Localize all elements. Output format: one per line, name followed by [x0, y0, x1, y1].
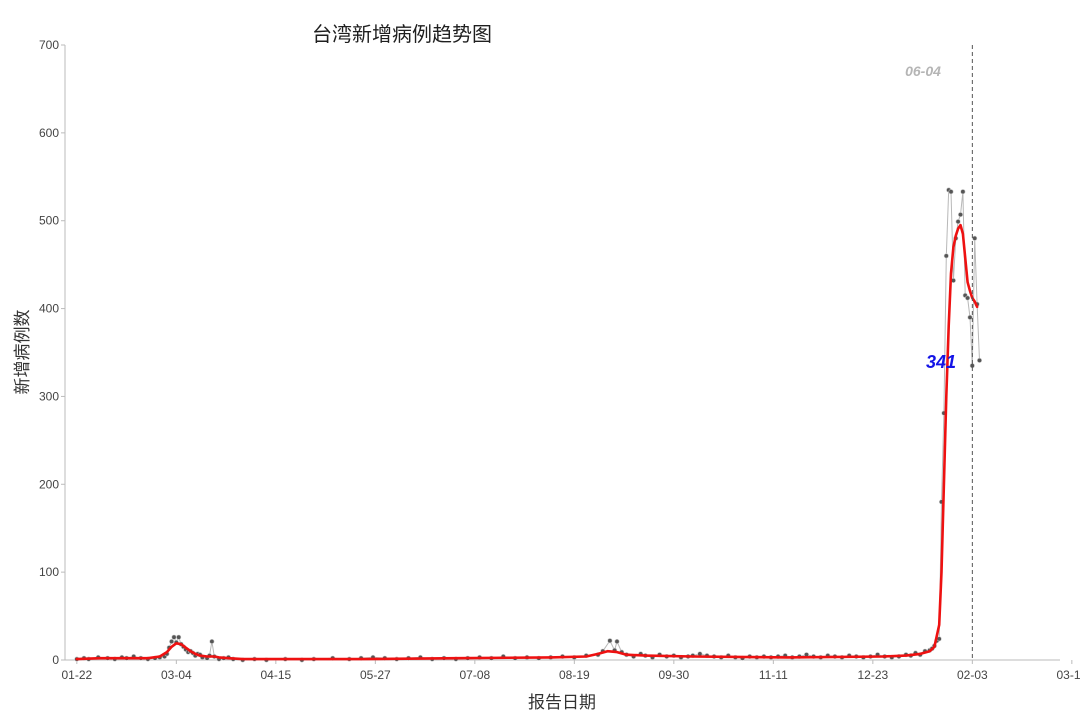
daily-case-point [967, 314, 973, 320]
x-tick-label: 09-30 [658, 668, 689, 682]
daily-case-point [607, 638, 613, 644]
daily-case-point [614, 638, 620, 644]
x-tick-label: 01-22 [61, 668, 92, 682]
daily-case-point [960, 189, 966, 195]
y-tick-label: 700 [39, 38, 59, 52]
daily-case-point [972, 235, 978, 241]
x-tick-label: 11-11 [759, 668, 788, 682]
daily-cases-layer [74, 187, 982, 663]
reference-date-label: 06-04 [905, 63, 941, 79]
x-tick-label: 07-08 [459, 668, 490, 682]
y-tick-label: 400 [39, 302, 59, 316]
chart-title: 台湾新增病例趋势图 [312, 22, 492, 46]
daily-case-point [965, 295, 971, 301]
x-tick-label: 03-17 [1056, 668, 1080, 682]
daily-case-point [955, 219, 961, 225]
x-tick-label: 04-15 [260, 668, 291, 682]
daily-case-point [957, 212, 963, 218]
smoothed-trend-layer [75, 223, 979, 661]
daily-case-point [171, 634, 177, 640]
daily-cases-line [76, 189, 980, 661]
x-tick-label: 08-19 [559, 668, 590, 682]
y-tick-label: 600 [39, 126, 59, 140]
x-tick-label: 02-03 [957, 668, 988, 682]
daily-case-point [943, 253, 949, 259]
y-tick-label: 200 [39, 477, 59, 491]
daily-case-point [209, 638, 215, 644]
y-axis: 0 100 200 300 400 500 600 700 [39, 38, 66, 667]
y-tick-label: 0 [52, 653, 59, 667]
y-tick-label: 100 [39, 565, 59, 579]
smoothed-trend-line [75, 223, 979, 661]
daily-case-point [176, 634, 182, 640]
y-tick-label: 300 [39, 389, 59, 403]
x-tick-label: 03-04 [161, 668, 192, 682]
x-axis: 01-22 03-04 04-15 05-27 07-08 08-19 09-30 11-11… [61, 659, 1080, 682]
latest-value-label: 341 [926, 352, 956, 372]
x-tick-label: 05-27 [360, 668, 391, 682]
daily-case-point [948, 189, 954, 195]
y-axis-title: 新增病例数 [13, 310, 33, 395]
x-tick-label: 12-23 [857, 668, 888, 682]
y-tick-label: 500 [39, 214, 59, 228]
daily-case-point [169, 638, 175, 644]
x-axis-title: 报告日期 [528, 693, 596, 713]
daily-case-point [976, 357, 982, 363]
